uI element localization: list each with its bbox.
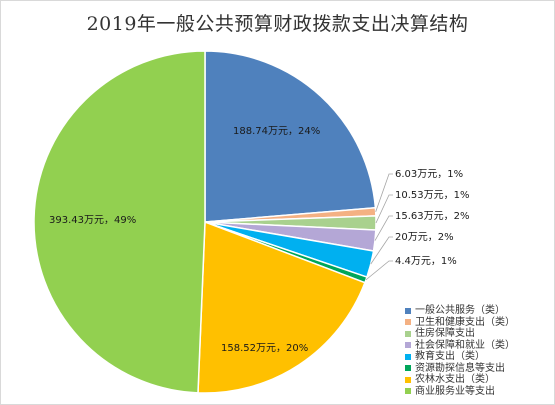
pie-slice <box>197 220 366 394</box>
legend-swatch <box>405 330 411 337</box>
data-label: 10.53万元，1% <box>395 190 470 201</box>
data-label: 20万元，2% <box>395 232 454 243</box>
label-leader-line <box>374 215 393 241</box>
legend-item: 资源勘探信息等支出 <box>405 363 555 375</box>
legend-item: 社会保障和就业（类） <box>405 340 555 352</box>
label-leader-line <box>365 260 393 281</box>
legend-label: 社会保障和就业（类） <box>415 339 515 351</box>
chart-title: 2019年一般公共预算财政拨款支出决算结构 <box>86 13 469 35</box>
legend-item: 农林水支出（类） <box>405 374 555 386</box>
legend-swatch <box>405 365 411 372</box>
legend-swatch <box>405 307 411 314</box>
data-label: 4.4万元，1% <box>395 256 457 267</box>
data-label: 393.43万元，49% <box>49 215 136 226</box>
legend-swatch <box>405 376 411 383</box>
legend-label: 一般公共服务（类） <box>415 305 505 317</box>
legend-label: 卫生和健康支出（类） <box>415 316 515 328</box>
legend-item: 教育支出（类） <box>405 351 555 363</box>
legend-item: 商业服务业等支出 <box>405 386 555 398</box>
legend-swatch <box>405 319 411 326</box>
legend-label: 商业服务业等支出 <box>415 385 495 397</box>
legend-swatch <box>405 353 411 360</box>
data-label: 158.52万元，20% <box>221 343 308 354</box>
data-label: 6.03万元，1% <box>395 169 463 180</box>
pie-slice <box>33 50 206 394</box>
legend-item: 住房保障支出 <box>405 328 555 340</box>
label-leader-line <box>370 236 393 265</box>
legend-item: 卫生和健康支出（类） <box>405 317 555 329</box>
pie-slice <box>204 50 377 223</box>
legend: 一般公共服务（类） 卫生和健康支出（类） 住房保障支出 社会保障和就业（类） 教育支出（… <box>405 305 555 397</box>
data-label: 188.74万元，24% <box>233 126 320 137</box>
label-leader-line <box>375 173 393 212</box>
legend-label: 农林水支出（类） <box>415 374 495 386</box>
data-label: 15.63万元，2% <box>395 211 470 222</box>
legend-label: 教育支出（类） <box>415 351 485 363</box>
legend-swatch <box>405 388 411 395</box>
legend-swatch <box>405 342 411 349</box>
legend-item: 一般公共服务（类） <box>405 305 555 317</box>
legend-label: 住房保障支出 <box>415 328 475 340</box>
legend-label: 资源勘探信息等支出 <box>415 362 505 374</box>
label-leader-line <box>375 194 393 224</box>
